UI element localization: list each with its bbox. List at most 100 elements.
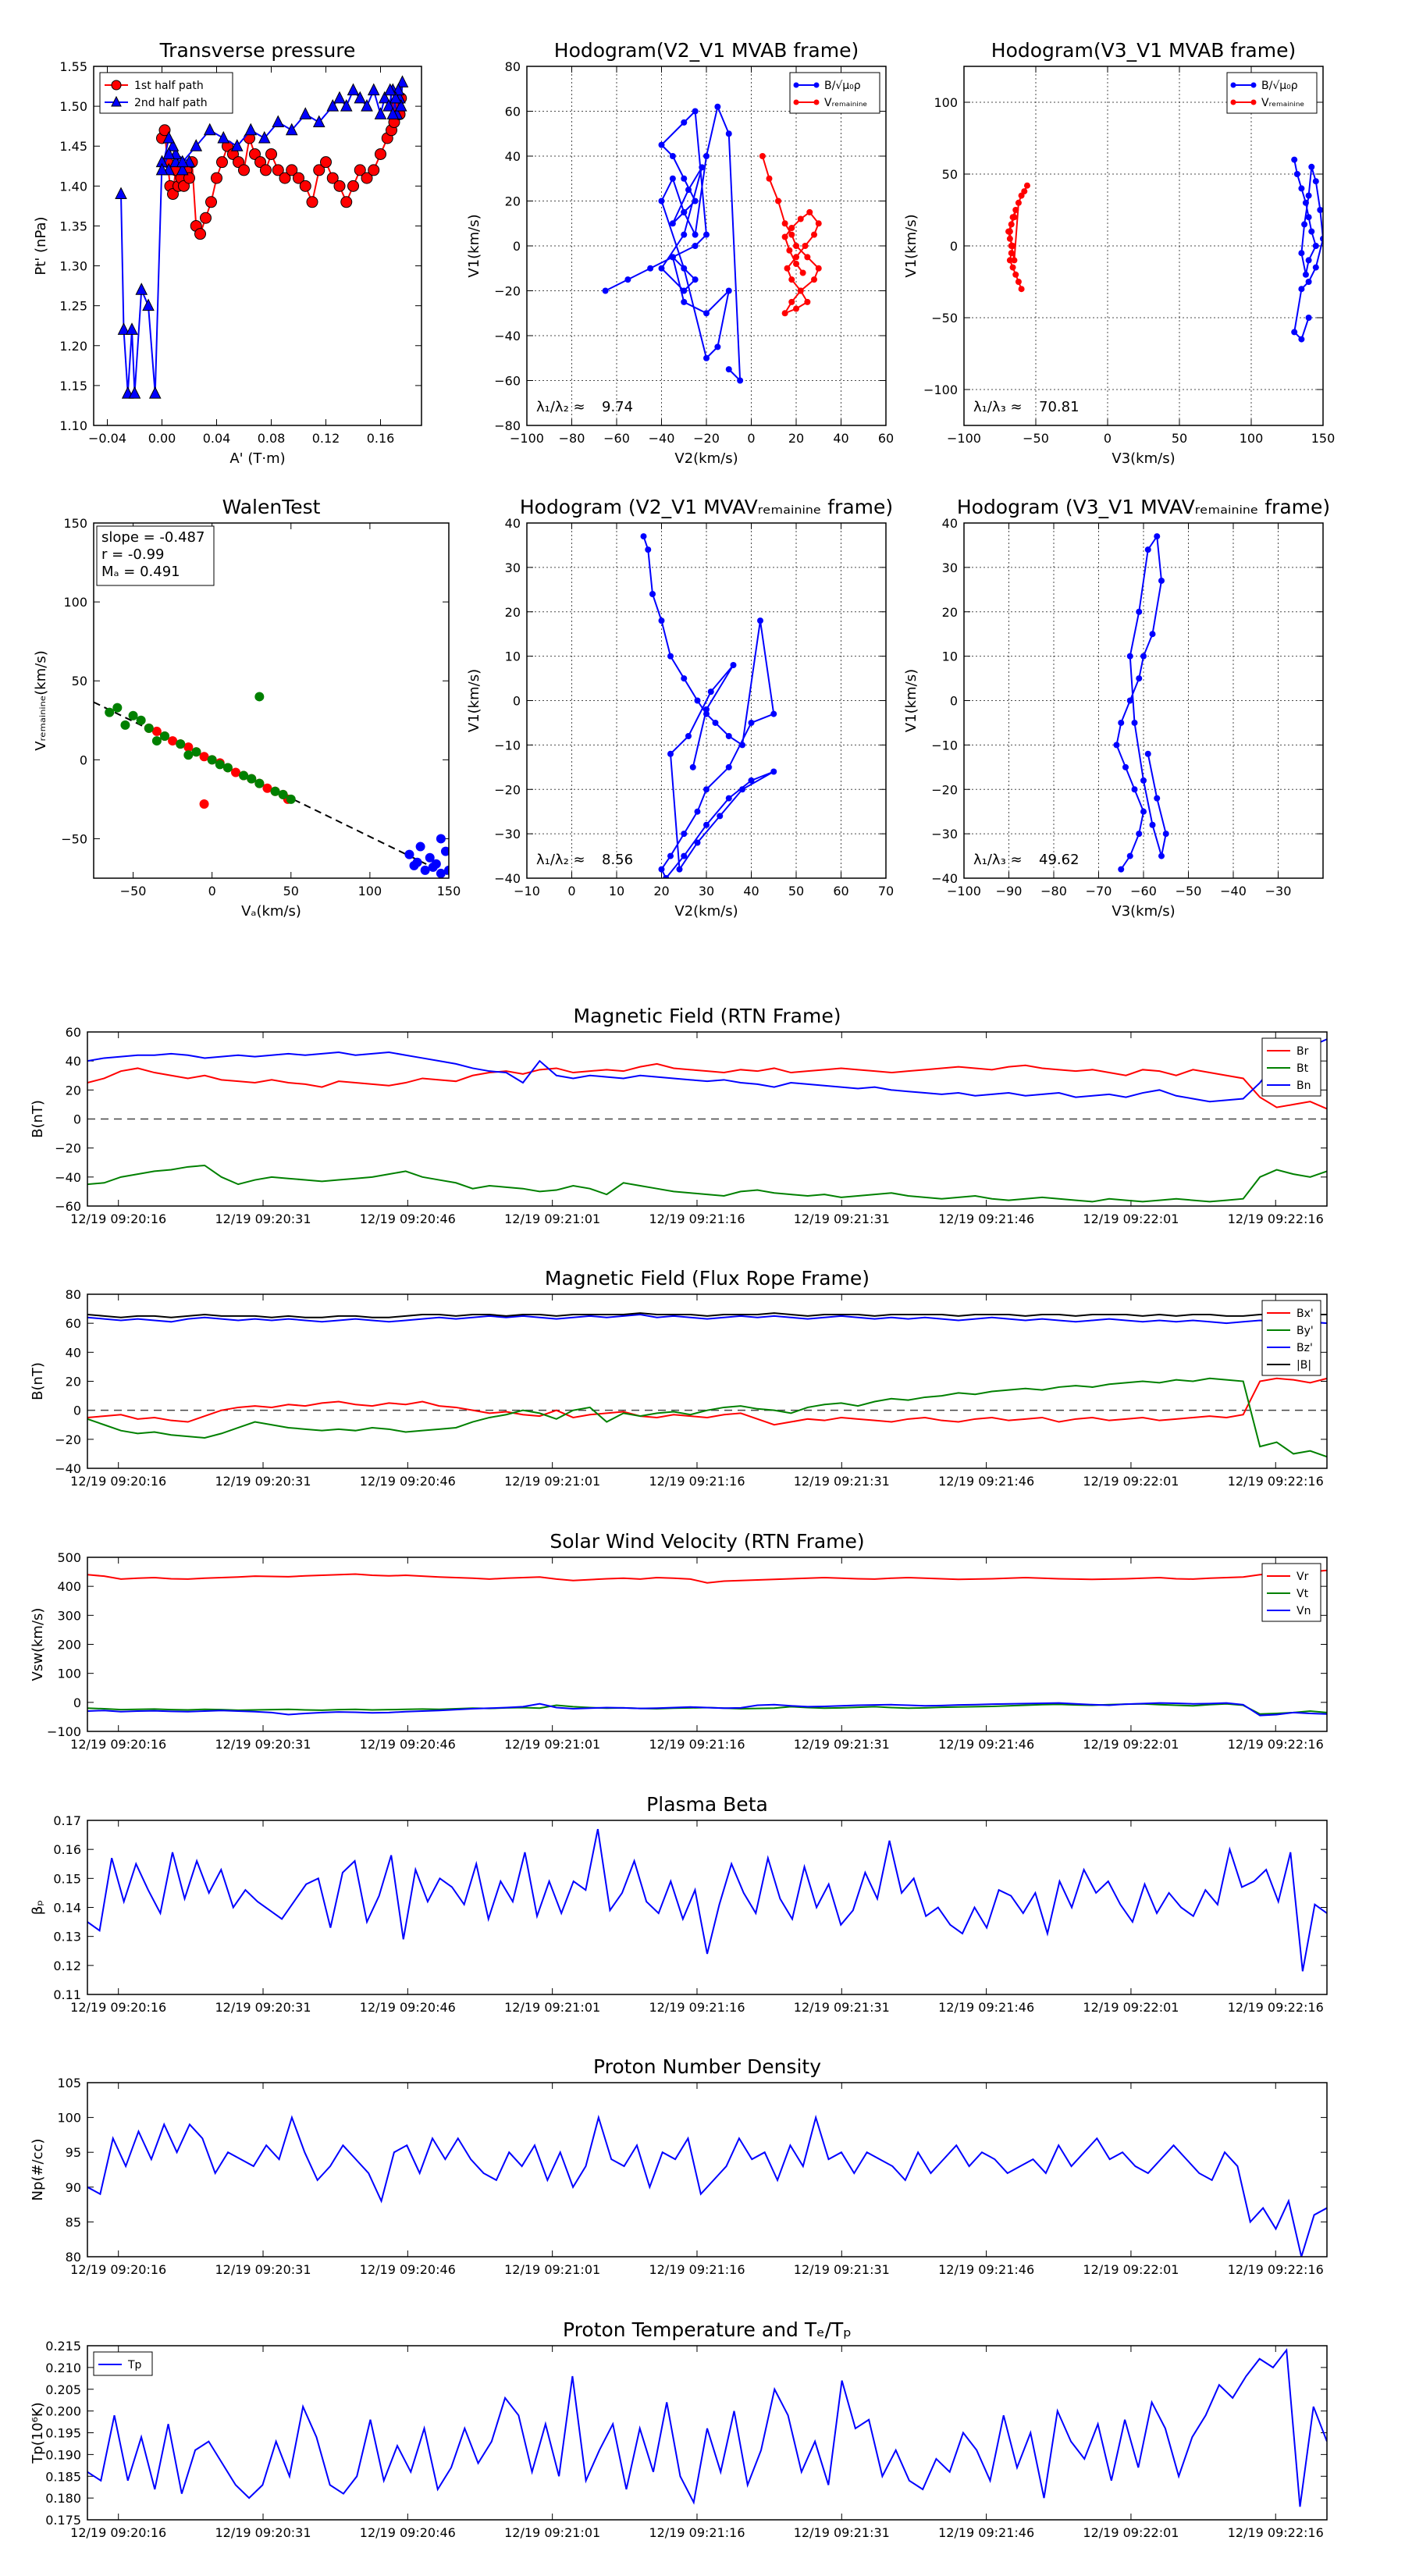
transverse-pressure-frame <box>93 66 422 426</box>
walen-test-series-blue-point <box>436 834 446 844</box>
hodogram-v2v1-mvav-series-v-point <box>739 742 745 749</box>
hodogram-v3v1-mvav-series-v-point <box>1158 577 1165 584</box>
hodogram-v2v1-mvab-series-v--point <box>811 276 817 283</box>
walen-test-series-green-point <box>136 715 146 725</box>
transverse-pressure-panel: Transverse pressure −0.04 0.00 0.04 0.08 0.12… <box>33 39 422 467</box>
x-tick-label: 100 <box>1240 431 1264 446</box>
x-tick-label: 12/19 09:21:01 <box>504 2525 600 2540</box>
transverse-pressure-series-2nd-half-path-point <box>162 130 176 144</box>
walen-test-series-green-point <box>278 789 288 799</box>
x-tick-label: 12/19 09:22:16 <box>1228 1212 1324 1226</box>
x-tick-label: 12/19 09:20:31 <box>215 1212 311 1226</box>
x-tick-label: 60 <box>833 884 848 898</box>
hodogram-v2v1-mvab-series-v--point <box>788 225 795 231</box>
y-tick-label: 1.40 <box>59 179 87 194</box>
hodogram-v2v1-mvav-series-v-point <box>770 710 777 717</box>
proton-temperature-legend: Tp <box>93 2351 153 2376</box>
x-tick-label: 100 <box>358 884 382 898</box>
hodogram-v2v1-mvab-series-b--point <box>703 153 710 159</box>
y-tick-label: 400 <box>57 1579 81 1594</box>
transverse-pressure-series-1st-half-path-point <box>368 164 380 176</box>
proton-temperature-title: Proton Temperature and Tₑ/Tₚ <box>563 2318 852 2341</box>
walen-test-series-red-point <box>183 742 194 753</box>
hodogram-v2v1-mvab-series-v--point <box>799 269 806 276</box>
proton-number-density-series-np-line <box>87 2114 1327 2257</box>
y-tick-label: 500 <box>57 1550 81 1565</box>
y-tick-label: 20 <box>66 1083 81 1098</box>
walen-test-series-blue-point <box>436 868 446 878</box>
hodogram-v2v1-mvab-series-v--point <box>815 220 822 227</box>
y-tick-label: 0 <box>513 694 521 709</box>
hodogram-v2v1-mvav-series-v-point <box>725 795 732 802</box>
walen-test-series-red-point <box>231 767 240 777</box>
x-tick-label: 12/19 09:21:31 <box>794 1737 890 1752</box>
hodogram-v2v1-mvav-series-v-point <box>658 866 665 873</box>
solar-wind-velocity-title: Solar Wind Velocity (RTN Frame) <box>550 1530 864 1553</box>
x-tick-label: 30 <box>699 884 714 898</box>
hodogram-v3v1-mvav-series-v-point <box>1140 808 1147 815</box>
transverse-pressure-series-1st-half-path-point <box>375 148 386 160</box>
y-tick-label: 1.10 <box>59 418 87 433</box>
y-tick-label: 0.195 <box>45 2426 81 2441</box>
y-tick-label: 0.190 <box>45 2447 81 2462</box>
hodogram-v3v1-mvab-series-b--point <box>1308 163 1315 170</box>
x-tick-label: 12/19 09:22:01 <box>1083 1212 1179 1226</box>
hodogram-v2v1-mvav-series-v-point <box>640 533 647 540</box>
transverse-pressure-series-1st-half-path-point <box>216 156 228 169</box>
walen-test-title: WalenTest <box>222 496 321 518</box>
y-tick-label: 0.215 <box>45 2339 81 2354</box>
y-tick-label: 0.15 <box>53 1871 81 1886</box>
x-tick-label: 0 <box>567 884 575 898</box>
plasma-beta-plot-area <box>87 1828 1327 1972</box>
magnetic-field-rtn-legend: Br Bt Bn <box>1261 1037 1321 1097</box>
transverse-pressure-series-1st-half-path-point <box>320 156 332 169</box>
legend-label: B/√μ₀ρ <box>1261 80 1298 92</box>
hodogram-v3v1-mvav-annotation-label: λ₁/λ₃ ≈ <box>973 852 1023 868</box>
legend-label: 1st half path <box>134 80 204 92</box>
hodogram-v2v1-mvav-series-v-point <box>712 719 719 726</box>
hodogram-v2v1-mvav-series-v-point <box>730 662 737 668</box>
hodogram-v2v1-mvav-series-v-point <box>694 697 701 704</box>
hodogram-v3v1-mvav-series-v-point <box>1154 533 1161 540</box>
x-tick-label: 12/19 09:22:01 <box>1083 2525 1179 2540</box>
walen-test-series-blue-point <box>431 859 441 869</box>
y-tick-label: 40 <box>942 516 958 531</box>
hodogram-v3v1-mvab-series-b--point <box>1312 178 1319 185</box>
hodogram-v2v1-mvab-series-b--point <box>703 354 710 361</box>
legend-label: Vr <box>1297 1571 1309 1583</box>
hodogram-v2v1-mvab-series-b--point <box>647 265 654 272</box>
hodogram-v3v1-mvab-series-v--point <box>1012 271 1019 278</box>
legend-label: |B| <box>1297 1359 1311 1372</box>
transverse-pressure-series-1st-half-path-point <box>205 196 217 208</box>
legend-label: Vn <box>1297 1605 1311 1617</box>
y-tick-label: 0.180 <box>45 2491 81 2506</box>
legend-label: Vᵣₑₘₐᵢₙᵢₙₑ <box>824 97 867 109</box>
walen-test-series-green-point <box>120 720 130 730</box>
y-tick-label: 0.200 <box>45 2404 81 2419</box>
hodogram-v3v1-mvav-series-v-point <box>1136 675 1143 682</box>
walen-test-xlabel: Vₐ(km/s) <box>241 903 301 920</box>
hodogram-v3v1-mvab-xlabel: V3(km/s) <box>1112 450 1175 467</box>
hodogram-v3v1-mvab-series-b--point <box>1312 243 1319 249</box>
transverse-pressure-series-2nd-half-path-point <box>155 162 169 176</box>
walen-test-series-green-point <box>207 755 217 765</box>
hodogram-v3v1-mvab-annotation-value: 70.81 <box>1039 399 1080 415</box>
transverse-pressure-series-2nd-half-path-point <box>272 115 285 128</box>
x-tick-label: 12/19 09:21:31 <box>794 1212 890 1226</box>
hodogram-v2v1-mvab-series-b--point <box>692 197 699 205</box>
x-tick-label: 12/19 09:21:31 <box>794 2525 890 2540</box>
x-tick-label: 12/19 09:20:31 <box>215 2262 311 2277</box>
transverse-pressure-series-2nd-half-path-point <box>374 107 387 119</box>
x-tick-label: 12/19 09:21:46 <box>938 2000 1034 2015</box>
x-tick-label: 20 <box>653 884 669 898</box>
x-tick-label: 0 <box>1104 431 1112 446</box>
y-tick-label: 40 <box>505 149 521 164</box>
y-tick-label: 80 <box>66 1287 81 1302</box>
walen-test-frame <box>93 522 450 879</box>
transverse-pressure-series-1st-half-path-point <box>333 180 346 192</box>
x-tick-label: 12/19 09:21:46 <box>938 1212 1034 1226</box>
plasma-beta-frame <box>87 1820 1328 1995</box>
x-tick-label: −80 <box>559 431 585 446</box>
magnetic-field-rtn-panel: Magnetic Field (RTN Frame) 12/19 09:20:16… <box>30 1005 1328 1226</box>
hodogram-v3v1-mvav-series-v-point <box>1140 777 1147 784</box>
